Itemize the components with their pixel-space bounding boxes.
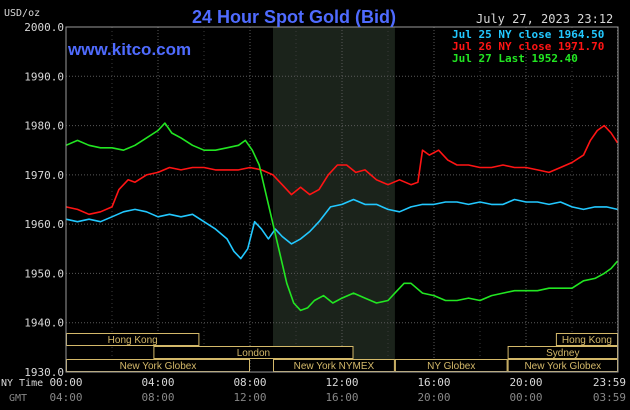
series-line-jul26 <box>65 124 619 216</box>
legend-item-jul27: Jul 27 Last 1952.40 <box>452 52 578 65</box>
y-tick-label: 1970.0 <box>24 169 64 182</box>
legend: Jul 25 NY close 1964.50 Jul 26 NY close … <box>452 28 604 65</box>
session-box: New York NYMEX <box>273 359 395 372</box>
session-box: New York Globex <box>66 359 250 372</box>
session-label: London <box>237 348 270 359</box>
row-label-gmt: GMT <box>9 393 27 404</box>
session-box: Hong Kong <box>66 333 200 346</box>
session-label: Hong Kong <box>562 335 612 346</box>
session-label: Sydney <box>546 348 579 359</box>
x-tick-label-gmt: 12:00 <box>233 391 266 404</box>
y-tick-label: 1940.0 <box>24 317 64 330</box>
series-line-jul25 <box>65 198 618 260</box>
series-line-jul27 <box>65 122 619 312</box>
x-tick-label-gmt: 08:00 <box>141 391 174 404</box>
timestamp: July 27, 2023 23:12 <box>476 12 613 26</box>
y-tick-label: 1950.0 <box>24 267 64 280</box>
session-label: NY Globex <box>427 361 475 372</box>
x-tick-label-ny: 08:00 <box>233 376 266 389</box>
chart-title: 24 Hour Spot Gold (Bid) <box>192 7 396 27</box>
session-box: NY Globex <box>394 359 508 372</box>
session-box: Sydney <box>507 346 619 359</box>
legend-item-jul26: Jul 26 NY close 1971.70 <box>452 40 604 53</box>
x-tick-label-gmt: 20:00 <box>417 391 450 404</box>
session-box: Hong Kong <box>555 333 619 346</box>
x-tick-label-gmt: 03:59 <box>593 391 626 404</box>
session-label: New York Globex <box>120 361 197 372</box>
x-tick-label-ny: 00:00 <box>49 376 82 389</box>
x-tick-label-ny: 20:00 <box>509 376 542 389</box>
x-tick-label-ny: 04:00 <box>141 376 174 389</box>
legend-item-jul25: Jul 25 NY close 1964.50 <box>452 28 604 41</box>
nymex-shaded-region <box>273 27 395 372</box>
source-url[interactable]: www.kitco.com <box>67 40 191 59</box>
session-label: New York NYMEX <box>294 361 375 372</box>
row-label-ny-time: NY Time <box>1 378 43 389</box>
y-tick-label: 2000.0 <box>24 21 64 34</box>
plot-frame <box>65 26 619 373</box>
unit-label: USD/oz <box>4 8 40 19</box>
x-tick-label-gmt: 16:00 <box>325 391 358 404</box>
session-box-outline <box>153 346 354 359</box>
y-tick-label: 1980.0 <box>24 120 64 133</box>
session-box: London <box>153 346 354 359</box>
session-label: Hong Kong <box>108 335 158 346</box>
y-tick-label: 1930.0 <box>24 366 64 379</box>
x-tick-label-ny: 16:00 <box>417 376 450 389</box>
y-tick-label: 1990.0 <box>24 70 64 83</box>
y-tick-label: 1960.0 <box>24 218 64 231</box>
x-tick-label-ny: 12:00 <box>325 376 358 389</box>
session-box: New York Globex <box>507 359 619 372</box>
session-label: New York Globex <box>524 361 601 372</box>
x-tick-label-gmt: 00:00 <box>509 391 542 404</box>
x-tick-label-ny: 23:59 <box>593 376 626 389</box>
x-tick-label-gmt: 04:00 <box>49 391 82 404</box>
